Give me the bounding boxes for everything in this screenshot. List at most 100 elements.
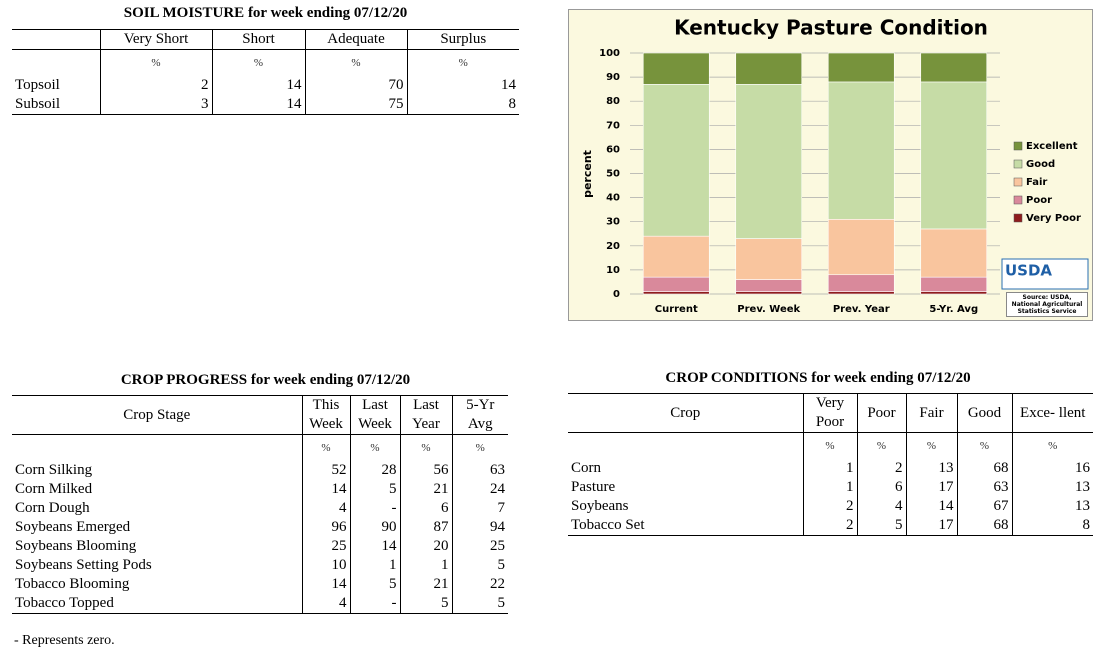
data-row: Tobacco Blooming 14 5 21 22 — [12, 575, 508, 594]
unit-cell: % — [802, 432, 857, 459]
value-cell: 20 — [399, 537, 452, 556]
unit-cell — [12, 435, 302, 462]
y-tick-label: 70 — [606, 120, 620, 131]
legend-label: Excellent — [1026, 141, 1078, 152]
unit-cell — [568, 433, 803, 460]
value-cell: 6 — [399, 499, 452, 518]
value-cell: - — [349, 594, 400, 614]
row-label: Pasture — [571, 479, 616, 495]
value-cell: 10 — [301, 556, 350, 575]
data-row: Corn 1 2 13 68 16 — [568, 459, 1093, 478]
x-tick-label: 5-Yr. Avg — [929, 304, 978, 315]
row-label: Soybeans Blooming — [15, 538, 137, 554]
chart-title: Kentucky Pasture Condition — [674, 16, 988, 40]
row-label: Corn Milked — [15, 481, 93, 497]
bar-segment — [735, 238, 803, 280]
value-cell: 70 — [304, 76, 407, 95]
table-title: CROP PROGRESS for week ending 07/12/20 — [120, 372, 411, 388]
legend-swatch — [1013, 159, 1023, 169]
y-axis-label: percent — [581, 150, 594, 198]
value-cell: 2 — [802, 516, 857, 536]
value-cell: 1 — [399, 556, 452, 575]
value-cell: 7 — [451, 499, 508, 518]
table-title: SOIL MOISTURE for week ending 07/12/20 — [123, 5, 408, 21]
units-row: %%%%% — [568, 432, 1093, 460]
legend-label: Poor — [1026, 195, 1052, 206]
value-cell: 52 — [301, 461, 350, 480]
row-label: Corn — [571, 460, 601, 476]
data-row: Soybeans Emerged 96 90 87 94 — [12, 518, 508, 537]
soil-moisture-table: Very Short Short Adequate Surplus%%%% Topsoi… — [12, 29, 519, 115]
bar-segment — [642, 84, 710, 237]
row-label: Subsoil — [15, 96, 61, 112]
value-cell: 63 — [451, 461, 508, 480]
unit-cell: % — [856, 432, 906, 459]
bar-segment — [827, 81, 895, 220]
header-row: Very Short Short Adequate Surplus — [12, 29, 519, 50]
value-cell: 63 — [956, 478, 1012, 497]
y-tick-label: 100 — [599, 48, 620, 59]
data-row: Subsoil 3 14 75 8 — [12, 95, 519, 115]
value-cell: 6 — [856, 478, 906, 497]
value-cell: 28 — [349, 461, 400, 480]
column-header: This Week — [301, 395, 350, 435]
legend-swatch — [1013, 141, 1023, 151]
units-row: %%%% — [12, 49, 519, 76]
bar-segment — [920, 52, 988, 83]
value-cell: 5 — [349, 575, 400, 594]
unit-cell: % — [349, 434, 400, 461]
header-row: Crop Very Poor Poor Fair Good Exce- llent — [568, 393, 1093, 433]
data-row: Soybeans 2 4 14 67 13 — [568, 497, 1093, 516]
unit-cell: % — [905, 432, 957, 459]
value-cell: 14 — [301, 575, 350, 594]
y-tick-label: 40 — [606, 193, 620, 204]
column-header: Surplus — [406, 29, 519, 50]
x-tick-label: Prev. Year — [833, 304, 890, 315]
value-cell: 4 — [301, 499, 350, 518]
value-cell: 14 — [301, 480, 350, 499]
value-cell: 94 — [451, 518, 508, 537]
column-header: Exce- llent — [1011, 393, 1093, 433]
value-cell: 96 — [301, 518, 350, 537]
column-header: Very Poor — [802, 393, 857, 433]
bar-segment — [920, 276, 988, 292]
value-cell: 5 — [451, 556, 508, 575]
data-row: Tobacco Topped 4-5 5 — [12, 594, 508, 614]
value-cell: 56 — [399, 461, 452, 480]
value-cell: 3 — [99, 95, 212, 115]
bar-segment — [827, 52, 895, 83]
data-row: Tobacco Set 2 5 17 68 8 — [568, 516, 1093, 536]
value-cell: - — [349, 499, 400, 518]
legend-label: Fair — [1026, 177, 1047, 188]
bar-segment — [642, 276, 710, 292]
value-cell: 25 — [301, 537, 350, 556]
value-cell: 22 — [451, 575, 508, 594]
unit-cell: % — [399, 434, 452, 461]
value-cell: 14 — [406, 76, 519, 95]
value-cell: 87 — [399, 518, 452, 537]
column-header: Last Week — [349, 395, 400, 435]
value-cell: 13 — [1011, 497, 1093, 516]
data-row: Soybeans Setting Pods 10 1 1 5 — [12, 556, 508, 575]
value-cell: 1 — [802, 459, 857, 478]
value-cell: 1 — [802, 478, 857, 497]
column-header: Poor — [856, 393, 906, 433]
data-row: Pasture 1 6 17 63 13 — [568, 478, 1093, 497]
bar-segment — [827, 218, 895, 276]
x-tick-label: Current — [655, 304, 698, 315]
value-cell: 68 — [956, 516, 1012, 536]
column-header — [12, 29, 100, 50]
unit-cell: % — [1011, 432, 1093, 459]
value-cell: 13 — [905, 459, 957, 478]
value-cell: 2 — [856, 459, 906, 478]
row-label: Soybeans — [571, 498, 629, 514]
value-cell: 17 — [905, 478, 957, 497]
value-cell: 16 — [1011, 459, 1093, 478]
unit-cell: % — [956, 432, 1012, 459]
value-cell: 2 — [802, 497, 857, 516]
header-row: Crop Stage This Week Last Week Last Year 5-Y… — [12, 395, 508, 435]
value-cell: 5 — [856, 516, 906, 536]
column-header: Adequate — [304, 29, 407, 50]
y-tick-label: 90 — [606, 72, 620, 83]
